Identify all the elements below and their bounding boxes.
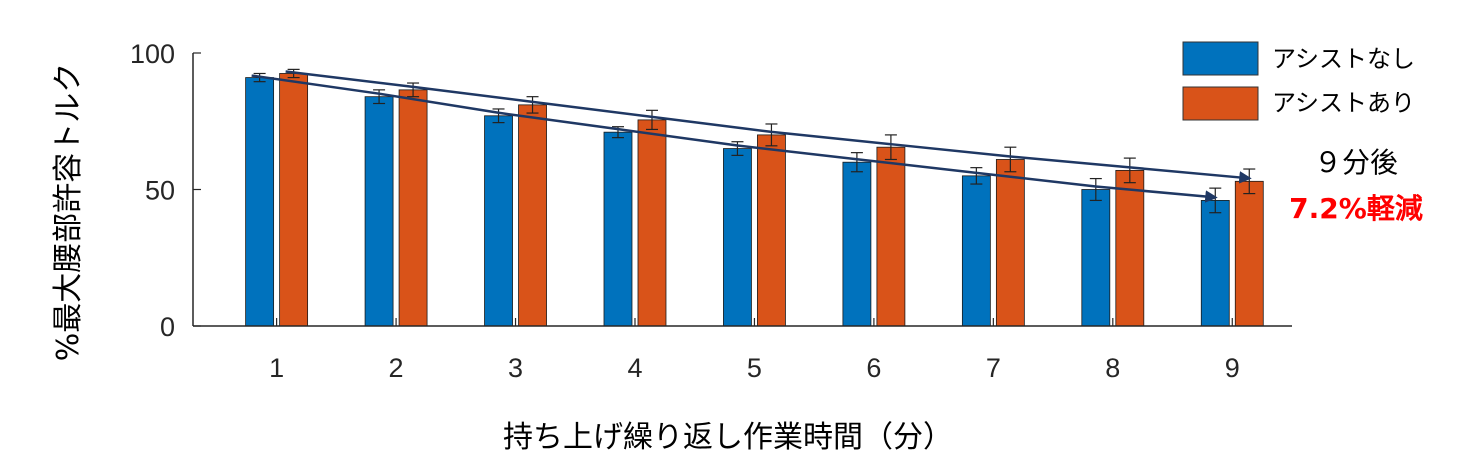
bar-series-2-cat-8 [1115,169,1145,327]
bar-series-2-cat-7 [995,159,1025,327]
x-tick-label-8: 8 [1105,353,1120,383]
y-tick-label-50: 50 [145,176,175,206]
bar-series-1-cat-1 [245,77,275,327]
bar-series-1-cat-6 [842,161,872,327]
trend-arrow-assist-on [285,70,1252,184]
x-tick-label-6: 6 [866,353,881,383]
y-axis-title: %最大腰部許容トルク [51,63,86,362]
bar-series-1-cat-3 [484,115,513,327]
bar-series-1-cat-9 [1200,200,1230,327]
legend-label-assist-off: アシストなし [1272,45,1415,73]
bar-series-1-cat-4 [603,131,633,327]
legend-swatch-assist-on [1182,86,1259,121]
bar-series-1-cat-2 [364,96,394,327]
bar-series-2-cat-3 [518,104,547,327]
bar-series-2-cat-9 [1234,180,1264,327]
x-ticks: 1 2 3 4 5 6 7 8 9 [269,318,1240,383]
bar-series-2-cat-5 [757,134,786,327]
bar-series-1-cat-5 [723,148,752,327]
legend-label-assist-on: アシストあり [1272,89,1415,117]
x-tick-label-3: 3 [508,353,523,383]
trend-arrow-assist-off [251,74,1218,203]
bars-layer [245,73,1264,327]
error-bars-layer [253,68,1256,214]
legend: アシストなし アシストあり [1182,41,1415,121]
x-tick-label-7: 7 [986,353,1001,383]
annotation-reduction: 7.2%軽減 [1289,192,1423,225]
bar-series-2-cat-2 [398,89,428,327]
y-tick-label-0: 0 [160,312,175,342]
x-axis-title: 持ち上げ繰り返し作業時間（分） [503,420,953,455]
legend-swatch-assist-off [1182,41,1259,76]
bar-series-2-cat-6 [876,146,906,327]
y-tick-label-100: 100 [130,39,175,69]
x-tick-label-5: 5 [747,353,762,383]
bar-series-2-cat-4 [637,119,667,327]
x-tick-label-9: 9 [1225,353,1240,383]
x-tick-label-2: 2 [389,353,404,383]
x-tick-label-4: 4 [627,353,642,383]
bar-series-2-cat-1 [279,73,309,327]
bar-series-1-cat-8 [1081,189,1111,327]
annotation-after-9min: ９分後 [1314,146,1398,179]
y-ticks: 0 50 100 [130,39,201,342]
bar-series-1-cat-7 [961,175,991,327]
trend-arrows-layer [251,70,1252,203]
x-tick-label-1: 1 [269,353,284,383]
